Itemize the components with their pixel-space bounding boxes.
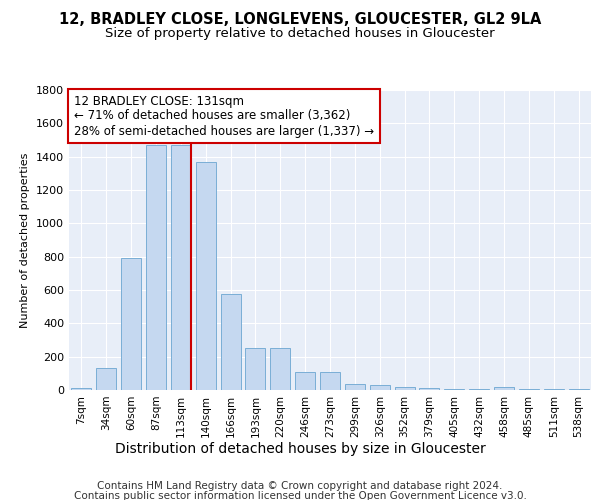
Bar <box>519 389 539 390</box>
Bar <box>196 162 215 390</box>
Text: Size of property relative to detached houses in Gloucester: Size of property relative to detached ho… <box>105 28 495 40</box>
Y-axis label: Number of detached properties: Number of detached properties <box>20 152 31 328</box>
Text: Contains HM Land Registry data © Crown copyright and database right 2024.: Contains HM Land Registry data © Crown c… <box>97 481 503 491</box>
Bar <box>121 258 141 390</box>
Text: 12, BRADLEY CLOSE, LONGLEVENS, GLOUCESTER, GL2 9LA: 12, BRADLEY CLOSE, LONGLEVENS, GLOUCESTE… <box>59 12 541 28</box>
Bar <box>370 386 389 390</box>
Bar <box>569 389 589 390</box>
Bar <box>320 372 340 390</box>
Text: Contains public sector information licensed under the Open Government Licence v3: Contains public sector information licen… <box>74 491 526 500</box>
Bar <box>345 384 365 390</box>
Bar <box>295 372 315 390</box>
Bar <box>494 387 514 390</box>
Bar <box>146 145 166 390</box>
Text: 12 BRADLEY CLOSE: 131sqm
← 71% of detached houses are smaller (3,362)
28% of sem: 12 BRADLEY CLOSE: 131sqm ← 71% of detach… <box>74 94 374 138</box>
Bar <box>395 387 415 390</box>
Bar <box>97 368 116 390</box>
Bar <box>245 348 265 390</box>
Bar <box>71 388 91 390</box>
Bar <box>469 389 489 390</box>
Bar <box>445 389 464 390</box>
Text: Distribution of detached houses by size in Gloucester: Distribution of detached houses by size … <box>115 442 485 456</box>
Bar <box>419 388 439 390</box>
Bar <box>544 389 563 390</box>
Bar <box>171 145 191 390</box>
Bar <box>271 348 290 390</box>
Bar <box>221 294 241 390</box>
